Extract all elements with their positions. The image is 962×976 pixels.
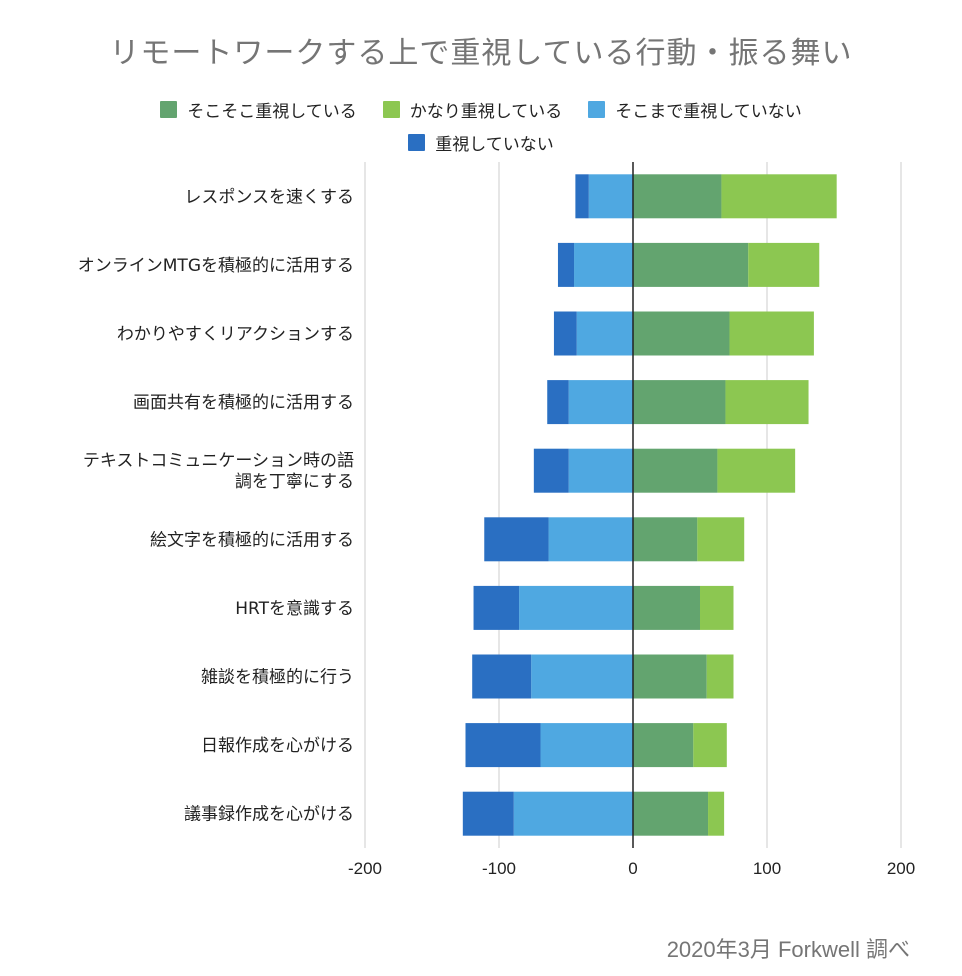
category-label: 調を丁寧にする <box>235 472 354 492</box>
legend-item-series-2[interactable]: そこまで重視していない <box>588 97 802 122</box>
bar-segment <box>473 585 520 630</box>
bar-segment <box>633 311 730 356</box>
legend: そこそこ重視している かなり重視している そこまで重視していない 重視していない <box>0 97 962 163</box>
bar-segment <box>633 448 718 493</box>
legend-row: そこそこ重視している かなり重視している そこまで重視していない <box>0 97 962 122</box>
x-tick-label: -200 <box>348 859 382 878</box>
legend-swatch <box>588 101 606 118</box>
bar-segment <box>576 311 633 356</box>
category-label: 日報作成を心がける <box>201 736 354 756</box>
legend-swatch <box>160 101 178 118</box>
bar-segment <box>484 517 549 562</box>
bar-segment <box>725 380 809 425</box>
bar-segment <box>748 242 820 287</box>
bar-segment <box>575 174 589 219</box>
bar-segment <box>708 791 725 836</box>
legend-label: 重視していない <box>435 135 554 155</box>
source-note: 2020年3月 Forkwell 調べ <box>666 937 910 962</box>
category-label: テキストコミュニケーション時の語 <box>83 451 354 471</box>
bar-segment <box>693 723 727 768</box>
bar-segment <box>588 174 633 219</box>
bar-segment <box>462 791 514 836</box>
bar-segment <box>540 723 633 768</box>
bar-segment <box>472 654 532 699</box>
legend-label: そこそこ重視している <box>187 102 357 122</box>
bar-segment <box>729 311 814 356</box>
bar-segment <box>513 791 633 836</box>
bar-segment <box>633 654 707 699</box>
bar-segment <box>531 654 633 699</box>
category-label: 画面共有を積極的に活用する <box>133 393 354 413</box>
bar-segment <box>633 380 726 425</box>
bar-segment <box>568 380 633 425</box>
category-label: 雑談を積極的に行う <box>201 668 354 688</box>
bar-segment <box>633 585 700 630</box>
category-label: HRTを意識する <box>235 599 354 619</box>
bar-segment <box>557 242 575 287</box>
bar-segment <box>465 723 541 768</box>
legend-swatch <box>408 134 426 151</box>
bar-segment <box>533 448 569 493</box>
bar-segment <box>553 311 577 356</box>
bar-segment <box>568 448 633 493</box>
bar-segment <box>633 723 694 768</box>
x-tick-label: -100 <box>482 859 516 878</box>
legend-label: そこまで重視していない <box>615 102 802 122</box>
bar-segment <box>717 448 796 493</box>
bar-segment <box>633 791 709 836</box>
category-label: レスポンスを速くする <box>184 187 354 207</box>
x-tick-label: 100 <box>753 859 781 878</box>
bar-segment <box>633 242 749 287</box>
bar-segment <box>633 174 722 219</box>
legend-item-series-1[interactable]: かなり重視している <box>382 97 563 122</box>
bar-segment <box>633 517 698 562</box>
legend-item-series-3[interactable]: 重視していない <box>408 130 554 155</box>
chart-title: リモートワークする上で重視している行動・振る舞い <box>109 36 853 71</box>
legend-row: 重視していない <box>0 130 962 155</box>
category-label: オンラインMTGを積極的に活用する <box>78 256 354 276</box>
bar-segment <box>697 517 745 562</box>
bar-segment <box>548 517 633 562</box>
x-tick-label: 0 <box>628 859 637 878</box>
bar-segment <box>721 174 837 219</box>
legend-swatch <box>382 101 400 118</box>
x-tick-label: 200 <box>887 859 915 878</box>
bar-segment <box>706 654 734 699</box>
legend-item-series-0[interactable]: そこそこ重視している <box>160 97 357 122</box>
legend-label: かなり重視している <box>409 102 563 122</box>
bar-segment <box>574 242 633 287</box>
bar-segment <box>519 585 633 630</box>
category-label: 絵文字を積極的に活用する <box>150 530 354 550</box>
bar-segment <box>547 380 569 425</box>
category-label: 議事録作成を心がける <box>184 805 354 825</box>
bar-segment <box>700 585 734 630</box>
category-label: わかりやすくリアクションする <box>117 325 354 345</box>
